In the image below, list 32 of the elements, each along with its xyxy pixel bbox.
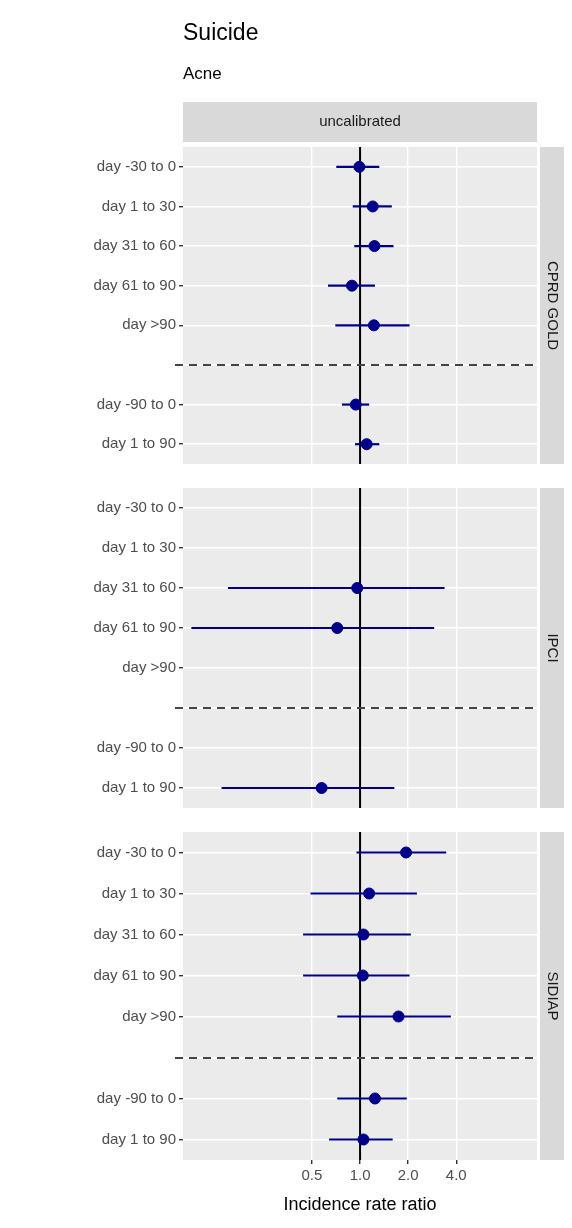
y-tick-label: day 1 to 90 bbox=[101, 1129, 176, 1147]
y-tick-label: day >90 bbox=[122, 1006, 176, 1024]
x-tick-label: 2.0 bbox=[397, 1166, 419, 1184]
y-tick-label: day 31 to 60 bbox=[93, 236, 176, 254]
y-tick-label: day -30 to 0 bbox=[96, 842, 176, 860]
y2-axis-title: CPRD GOLD bbox=[544, 260, 562, 351]
x-tick-label: 4.0 bbox=[445, 1166, 467, 1184]
x-tick-label: 1.0 bbox=[349, 1166, 371, 1184]
y-tick-label: day 1 to 30 bbox=[101, 883, 176, 901]
y-tick-label: day >90 bbox=[122, 315, 176, 333]
y-tick-label: day -90 to 0 bbox=[96, 1088, 176, 1106]
chart-title: Suicide bbox=[183, 19, 259, 45]
x-tick-label: 0.5 bbox=[301, 1166, 323, 1184]
y-tick-label: day 31 to 60 bbox=[93, 924, 176, 942]
y-tick-label: day 61 to 90 bbox=[93, 618, 176, 636]
y-tick-label: day 1 to 90 bbox=[101, 778, 176, 796]
y-tick-label: day 1 to 90 bbox=[101, 434, 176, 452]
y-tick-label: day -30 to 0 bbox=[96, 498, 176, 516]
y-tick-label: day 61 to 90 bbox=[93, 965, 176, 983]
x2-axis-title: uncalibrated bbox=[319, 112, 401, 130]
y-tick-label: day 1 to 30 bbox=[101, 538, 176, 556]
x-axis-title: Incidence rate ratio bbox=[283, 1194, 437, 1215]
chart-subtitle: Acne bbox=[183, 64, 222, 83]
y-tick-label: day >90 bbox=[122, 658, 176, 676]
y-tick-label: day 1 to 30 bbox=[101, 196, 176, 214]
y-tick-label: day -30 to 0 bbox=[96, 156, 176, 174]
y2-axis-title: IPCI bbox=[544, 633, 562, 663]
y2-axis-title: SIDIAP bbox=[544, 971, 562, 1021]
y-tick-label: day -90 to 0 bbox=[96, 738, 176, 756]
y-tick-label: day -90 to 0 bbox=[96, 394, 176, 412]
y-tick-label: day 61 to 90 bbox=[93, 275, 176, 293]
y-tick-label: day 31 to 60 bbox=[93, 578, 176, 596]
